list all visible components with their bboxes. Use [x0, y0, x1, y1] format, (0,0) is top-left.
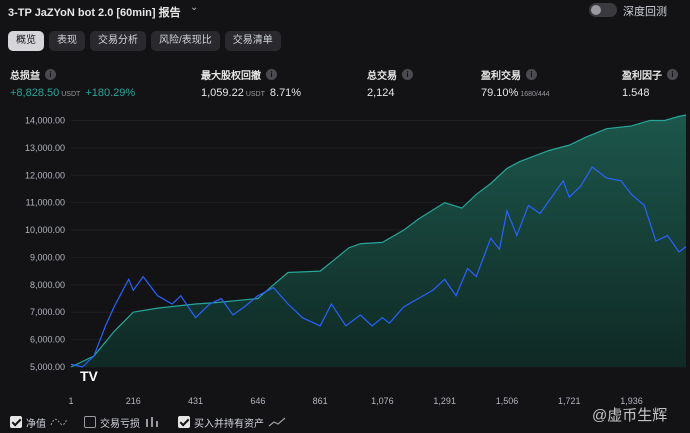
stat-label: 最大股权回撤 [201, 71, 261, 82]
legend-label: 买入并持有资产 [194, 418, 264, 430]
stat-label: 总交易 [367, 71, 397, 82]
report-header: 3-TP JaZYoN bot 2.0 [60min] 报告 ⌄ 深度回测 [0, 0, 690, 22]
wave-line-icon [50, 418, 68, 426]
tab-overview[interactable]: 概览 [8, 31, 44, 51]
info-icon[interactable]: i [45, 69, 56, 80]
max-drawdown-value: 1,059.22 [201, 87, 244, 99]
stat-label: 盈利因子 [622, 71, 662, 82]
equity-line [70, 114, 687, 368]
total-trades-value: 2,124 [367, 87, 395, 99]
deep-backtest-label: 深度回测 [623, 6, 667, 18]
tradingview-logo: TV [80, 368, 99, 384]
report-title[interactable]: 3-TP JaZYoN bot 2.0 [60min] 报告 [8, 7, 181, 19]
legend-label: 净值 [26, 418, 46, 430]
checkbox[interactable] [178, 416, 190, 428]
y-tick-label: 10,000.00 [25, 225, 65, 235]
y-tick-label: 12,000.00 [25, 170, 65, 180]
info-icon[interactable]: i [266, 69, 277, 80]
stat-max-drawdown: 最大股权回撤 i 1,059.22 USDT 8.71% [201, 67, 301, 99]
net-profit-percent: +180.29% [85, 87, 136, 99]
currency-unit: USDT [245, 91, 265, 98]
report-tabs: 概览 表现 交易分析 风险/表现比 交易清单 [8, 31, 281, 51]
info-icon[interactable]: i [402, 69, 413, 80]
y-tick-label: 6,000.00 [30, 335, 65, 345]
trend-line-icon [268, 417, 286, 427]
checkbox[interactable] [10, 416, 22, 428]
stat-net-profit: 总损益 i +8,828.50 USDT +180.29% [10, 67, 135, 99]
x-tick-label: 431 [188, 396, 203, 406]
y-axis: 14,000.00 13,000.00 12,000.00 11,000.00 10,0… [25, 115, 65, 372]
win-loss-count: 1680/444 [520, 91, 550, 98]
equity-chart[interactable]: 14,000.00 13,000.00 12,000.00 11,000.00 10,0… [0, 105, 690, 410]
legend-equity[interactable]: 净值 [10, 415, 68, 430]
win-rate-value: 79.10% [481, 87, 519, 99]
checkbox[interactable] [84, 416, 96, 428]
tab-trade-list[interactable]: 交易清单 [224, 31, 281, 51]
max-drawdown-percent: 8.71% [269, 87, 302, 99]
chart-series [70, 114, 687, 368]
net-profit-value: +8,828.50 [10, 87, 60, 99]
y-tick-label: 7,000.00 [30, 307, 65, 317]
tab-performance[interactable]: 表现 [49, 31, 85, 51]
info-icon[interactable]: i [667, 69, 678, 80]
legend-drawdown[interactable]: 交易亏损 [84, 415, 162, 430]
legend-buy-hold[interactable]: 买入并持有资产 [178, 415, 286, 430]
x-tick-label: 1,506 [496, 396, 519, 406]
y-tick-label: 11,000.00 [26, 198, 65, 208]
profit-factor-value: 1.548 [622, 87, 650, 99]
y-tick-label: 14,000.00 [25, 115, 65, 125]
deep-backtest-toggle[interactable] [589, 3, 617, 17]
x-tick-label: 861 [313, 396, 328, 406]
stat-label: 盈利交易 [481, 71, 521, 82]
bar-icon [146, 417, 158, 427]
x-tick-label: 1,936 [620, 396, 643, 406]
legend-label: 交易亏损 [100, 418, 140, 430]
y-tick-label: 5,000.00 [30, 362, 65, 372]
stat-label: 总损益 [10, 71, 40, 82]
x-tick-label: 1,076 [371, 396, 394, 406]
chart-legend: 净值 交易亏损 买入并持有资产 [10, 414, 286, 430]
y-tick-label: 13,000.00 [25, 143, 65, 153]
tab-risk-ratios[interactable]: 风险/表现比 [151, 31, 220, 51]
stat-profit-factor: 盈利因子 i 1.548 [622, 67, 678, 99]
x-tick-label: 646 [250, 396, 265, 406]
x-axis: 1 216 431 646 861 1,076 1,291 1,506 1,721 1,936 [68, 396, 642, 406]
y-tick-label: 9,000.00 [30, 252, 65, 262]
chevron-down-icon[interactable]: ⌄ [190, 2, 199, 13]
x-tick-label: 216 [126, 396, 141, 406]
stat-win-rate: 盈利交易 i 79.10% 1680/444 [481, 67, 550, 99]
x-tick-label: 1,291 [433, 396, 456, 406]
equity-area [71, 115, 686, 367]
stat-total-trades: 总交易 i 2,124 [367, 67, 413, 99]
currency-unit: USDT [61, 91, 81, 98]
tab-trade-analysis[interactable]: 交易分析 [90, 31, 146, 51]
watermark: @虚币生辉 [592, 407, 668, 424]
info-icon[interactable]: i [526, 69, 537, 80]
buy-hold-line [70, 166, 687, 368]
x-tick-label: 1 [68, 396, 73, 406]
x-tick-label: 1,721 [558, 396, 581, 406]
y-tick-label: 8,000.00 [30, 280, 65, 290]
toggle-knob [591, 5, 601, 15]
